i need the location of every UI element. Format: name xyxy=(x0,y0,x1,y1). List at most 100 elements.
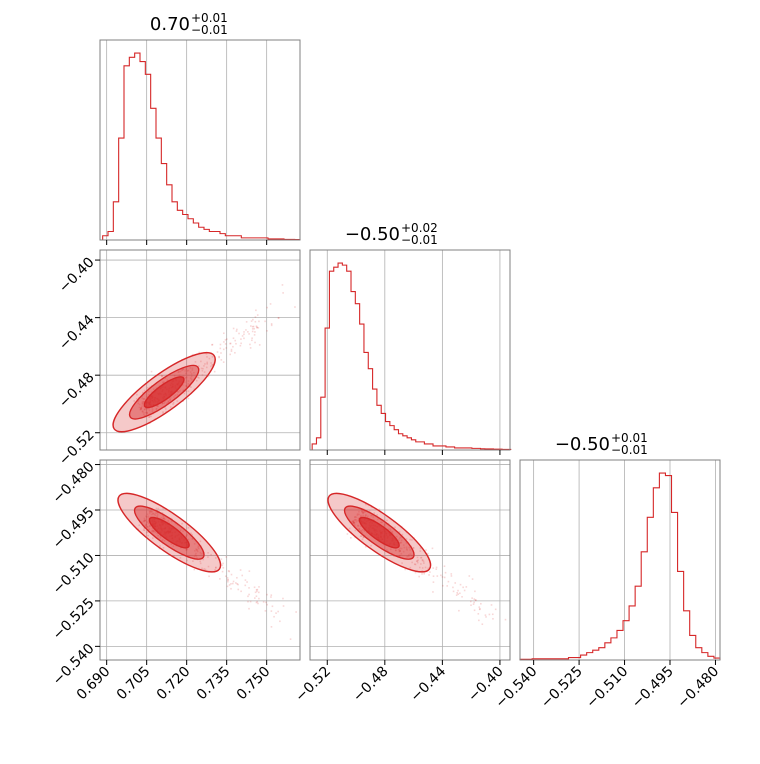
scatter-point xyxy=(148,512,151,515)
scatter-point xyxy=(360,535,363,537)
scatter-point xyxy=(361,510,363,513)
scatter-point xyxy=(353,521,356,524)
scatter-point xyxy=(399,547,401,549)
scatter-point xyxy=(176,400,179,402)
scatter-point xyxy=(394,549,397,552)
scatter-point xyxy=(249,343,251,346)
scatter-point xyxy=(480,602,482,605)
scatter-point xyxy=(196,557,198,560)
scatter-point xyxy=(192,560,194,562)
scatter-point xyxy=(358,513,360,516)
scatter-point xyxy=(240,590,242,593)
scatter-point xyxy=(257,327,260,329)
scatter-point xyxy=(152,530,155,533)
scatter-point xyxy=(164,518,166,521)
scatter-point xyxy=(150,510,152,513)
scatter-point xyxy=(398,539,400,541)
scatter-point xyxy=(420,563,422,565)
scatter-point xyxy=(409,566,412,569)
scatter-point xyxy=(218,355,220,358)
scatter-point xyxy=(200,360,202,363)
scatter-point xyxy=(148,510,151,513)
scatter-point xyxy=(386,519,388,522)
scatter-point xyxy=(222,332,225,335)
scatter-point xyxy=(169,399,172,401)
scatter-point xyxy=(441,576,444,578)
scatter-point xyxy=(294,306,296,308)
scatter-point xyxy=(221,570,224,573)
scatter-point xyxy=(409,549,411,551)
scatter-point xyxy=(423,562,425,564)
scatter-point xyxy=(206,361,209,364)
scatter-point xyxy=(395,549,397,552)
scatter-point xyxy=(156,405,158,407)
scatter-point xyxy=(154,514,157,517)
scatter-point xyxy=(151,529,154,532)
scatter-point xyxy=(420,556,423,559)
scatter-point xyxy=(215,566,217,569)
scatter-point xyxy=(471,578,474,580)
scatter-point xyxy=(148,528,151,530)
scatter-point xyxy=(201,374,204,376)
scatter-point xyxy=(249,600,252,603)
scatter-point xyxy=(248,593,250,596)
scatter-point xyxy=(157,511,160,514)
scatter-point xyxy=(145,524,147,526)
scatter-point xyxy=(389,529,392,532)
x-tick-label: 0.750 xyxy=(234,664,274,704)
scatter-point xyxy=(400,547,403,550)
scatter-point xyxy=(227,578,229,581)
scatter-point xyxy=(198,377,200,379)
panel-frame xyxy=(519,459,721,661)
scatter-point xyxy=(197,547,200,550)
scatter-point xyxy=(365,503,367,506)
scatter-point xyxy=(247,331,249,333)
scatter-point xyxy=(370,506,373,508)
scatter-point xyxy=(187,390,190,392)
scatter-point xyxy=(432,581,435,583)
scatter-point xyxy=(211,364,214,366)
scatter-point xyxy=(412,547,415,549)
scatter-point xyxy=(240,338,242,340)
scatter-point xyxy=(473,598,476,600)
scatter-point xyxy=(243,333,245,336)
scatter-point xyxy=(191,537,194,540)
scatter-point xyxy=(353,516,356,519)
scatter-point xyxy=(376,518,379,521)
scatter-point xyxy=(227,570,230,572)
scatter-point xyxy=(154,530,156,532)
scatter-point xyxy=(185,535,188,537)
scatter-point xyxy=(381,521,383,524)
panel-title-value: −0.50 xyxy=(555,434,610,455)
scatter-point xyxy=(358,527,361,530)
scatter-point xyxy=(414,571,417,574)
scatter-point xyxy=(186,534,188,536)
scatter-point xyxy=(243,337,245,340)
scatter-point xyxy=(162,517,165,520)
scatter-point xyxy=(361,538,364,541)
scatter-point xyxy=(243,331,245,333)
scatter-point xyxy=(429,571,431,573)
scatter-point xyxy=(225,347,228,349)
scatter-point xyxy=(203,568,205,570)
scatter-point xyxy=(232,345,234,348)
scatter-point xyxy=(407,555,410,558)
scatter-point xyxy=(289,638,292,640)
scatter-point xyxy=(230,587,232,590)
scatter-point xyxy=(401,533,404,536)
scatter-point xyxy=(398,550,401,553)
scatter-point xyxy=(421,559,424,562)
scatter-point xyxy=(140,407,142,410)
scatter-point xyxy=(442,584,444,587)
scatter-point xyxy=(378,508,381,511)
scatter-point xyxy=(187,538,190,541)
scatter-point xyxy=(162,382,165,385)
scatter-point xyxy=(151,408,154,411)
scatter-point xyxy=(169,397,172,399)
scatter-point xyxy=(244,579,247,581)
scatter-point xyxy=(353,522,356,524)
scatter-point xyxy=(399,550,401,553)
scatter-point xyxy=(352,520,355,523)
scatter-point xyxy=(358,510,360,513)
scatter-point xyxy=(397,548,400,551)
